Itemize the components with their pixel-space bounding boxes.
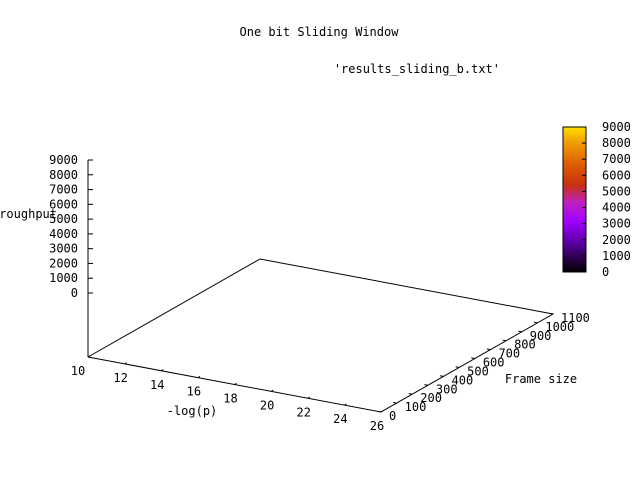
z-tick-label: 2000 [49, 256, 78, 270]
x-tick-label: 16 [187, 385, 201, 399]
colorbar-tick-label: 6000 [602, 168, 631, 182]
y-tick-mark [455, 366, 460, 368]
x-tick-label: 10 [71, 364, 85, 378]
z-tick-label: 8000 [49, 168, 78, 182]
x-tick-mark [380, 410, 384, 413]
z-tick-label: 6000 [49, 197, 78, 211]
y-tick-mark [502, 339, 507, 342]
colorbar-tick-label: 4000 [602, 201, 631, 215]
colorbar-tick-label: 8000 [602, 136, 631, 150]
y-tick-label: 800 [514, 338, 536, 352]
y-tick-mark [549, 312, 554, 315]
z-tick-label: 3000 [49, 242, 78, 256]
x-tick-mark [161, 369, 164, 372]
y-tick-mark [424, 384, 429, 386]
colorbar-tick-label: 3000 [602, 217, 631, 231]
y-tick-label: 100 [405, 400, 427, 414]
x-tick-mark [197, 376, 201, 379]
y-tick-mark [439, 375, 444, 377]
x-tick-label: 22 [297, 405, 311, 419]
y-tick-label: 900 [530, 329, 552, 343]
x-tick-label: 26 [370, 419, 384, 433]
y-tick-label: 200 [420, 391, 442, 405]
y-axis-label: Frame size [505, 372, 577, 386]
colorbar-tick-label: 5000 [602, 184, 631, 198]
y-tick-label: 1100 [561, 311, 590, 325]
x-tick-mark [234, 382, 237, 385]
y-tick-mark [486, 348, 491, 351]
colorbar-tick-label: 0 [602, 265, 609, 279]
colorbar-tick-label: 7000 [602, 152, 631, 166]
y-tick-mark [393, 401, 397, 404]
z-tick-label: 7000 [49, 183, 78, 197]
x-tick-label: 12 [113, 371, 127, 385]
y-tick-label: 600 [483, 356, 505, 370]
y-tick-label: 400 [452, 373, 474, 387]
z-tick-label: 1000 [49, 271, 78, 285]
z-tick-label: 4000 [49, 227, 78, 241]
legend-key-label: 'results_sliding_b.txt' [334, 62, 500, 76]
z-axis-label: Throughput [0, 207, 57, 221]
z-tick-label: 9000 [49, 153, 78, 167]
x-axis-label: -log(p) [167, 404, 218, 418]
x-tick-label: 24 [333, 412, 347, 426]
colorbar-tick-label: 9000 [602, 120, 631, 134]
x-axis-ticks: 10 12 14 16 18 20 22 24 26 [71, 355, 384, 433]
y-tick-mark [518, 330, 522, 333]
y-tick-mark [471, 357, 475, 360]
y-tick-label: 1000 [545, 320, 574, 334]
x-tick-mark [307, 396, 311, 399]
z-tick-label: 5000 [49, 212, 78, 226]
y-tick-label: 300 [436, 382, 458, 396]
x-tick-mark [124, 362, 127, 365]
colorbar-tick-label: 1000 [602, 249, 631, 263]
y-tick-label: 700 [498, 347, 520, 361]
z-tick-label: 0 [71, 286, 78, 300]
x-tick-mark [270, 389, 274, 392]
y-tick-mark [533, 321, 538, 324]
x-tick-mark [344, 403, 347, 406]
x-tick-mark [87, 355, 91, 358]
colorbar-ticks: 0 1000 2000 3000 4000 5000 6000 7000 8000 9000 [582, 120, 631, 279]
x-tick-label: 18 [223, 392, 237, 406]
x-tick-label: 20 [260, 398, 274, 412]
y-tick-mark [408, 393, 413, 395]
colorbar [562, 126, 587, 273]
colorbar-tick-label: 2000 [602, 233, 631, 247]
x-tick-label: 14 [150, 378, 164, 392]
y-tick-mark [377, 410, 382, 413]
y-tick-label: 500 [467, 364, 489, 378]
y-tick-label: 0 [389, 409, 396, 423]
chart-title: One bit Sliding Window [240, 25, 400, 39]
